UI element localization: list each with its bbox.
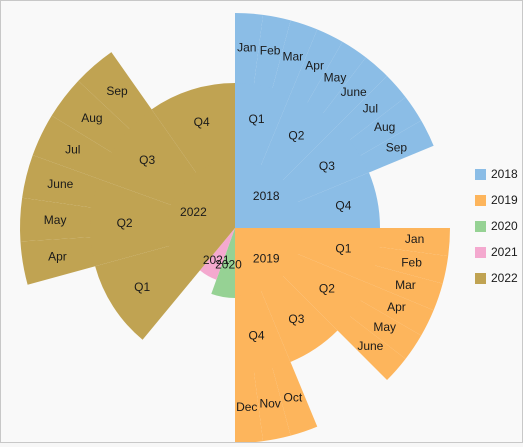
- legend-swatch-2022: [475, 273, 486, 284]
- month-slice-2022-Apr[interactable]: [20, 237, 96, 285]
- month-label-2019-Oct: Oct: [284, 391, 303, 405]
- quarter-label-2019-Q2: Q2: [319, 282, 335, 296]
- legend-swatch-2020: [475, 221, 486, 232]
- quarter-label-2019-Q3: Q3: [288, 312, 304, 326]
- month-slice-2022-Jul[interactable]: [32, 115, 112, 180]
- year-slice-2018[interactable]: [235, 160, 303, 228]
- month-label-2018-Apr: Apr: [305, 59, 324, 73]
- month-slice-2019-Oct[interactable]: [272, 361, 318, 436]
- year-slice-2019[interactable]: [235, 228, 303, 296]
- quarter-label-2019-Q4: Q4: [249, 329, 265, 343]
- legend-swatch-2021: [475, 247, 486, 258]
- month-slice-2018-June[interactable]: [322, 57, 388, 126]
- month-label-2022-Jul: Jul: [65, 142, 80, 156]
- legend-label-2018: 2018: [491, 167, 518, 181]
- month-label-2019-Apr: Apr: [387, 300, 406, 314]
- month-slice-2018-Mar[interactable]: [272, 20, 318, 95]
- legend-label-2019: 2019: [491, 193, 518, 207]
- quarter-slice-2019-Q3[interactable]: [260, 275, 338, 362]
- quarter-slice-2018-Q4[interactable]: [297, 172, 380, 228]
- month-slice-2019-Feb[interactable]: [374, 246, 449, 284]
- month-slice-2018-May[interactable]: [307, 41, 366, 114]
- month-slice-2019-Mar[interactable]: [368, 265, 443, 311]
- quarter-label-2018-Q3: Q3: [319, 159, 335, 173]
- month-label-2019-Jan: Jan: [405, 232, 424, 246]
- month-label-2018-Sep: Sep: [386, 141, 408, 155]
- quarter-slice-2018-Q3[interactable]: [282, 125, 369, 203]
- quarter-slice-2022-Q1[interactable]: [95, 245, 192, 340]
- chart-legend: 2018 2019 2020 2021 2022: [475, 167, 518, 285]
- month-slice-2022-Sep[interactable]: [78, 52, 152, 130]
- month-slice-2019-Apr[interactable]: [360, 283, 434, 336]
- month-label-2018-June: June: [341, 85, 367, 99]
- month-label-2022-June: June: [47, 177, 73, 191]
- month-label-2018-Feb: Feb: [260, 44, 281, 58]
- year-slice-2020[interactable]: [211, 228, 235, 298]
- legend-label-2020: 2020: [491, 219, 518, 233]
- quarter-label-2018-Q2: Q2: [288, 128, 304, 142]
- month-slice-2019-Nov[interactable]: [253, 367, 291, 442]
- year-slice-2021[interactable]: [199, 228, 235, 280]
- month-label-2022-May: May: [44, 213, 67, 227]
- year-label-2021: 2021: [203, 253, 230, 267]
- quarter-slice-2022-Q4[interactable]: [151, 83, 235, 173]
- month-label-2022-Aug: Aug: [81, 111, 102, 125]
- quarter-label-2018-Q4: Q4: [335, 199, 351, 213]
- year-label-2020: 2020: [215, 258, 242, 272]
- month-label-2018-Jul: Jul: [363, 101, 378, 115]
- quarter-slice-2022-Q2[interactable]: [89, 178, 172, 267]
- month-slice-2018-Jan[interactable]: [235, 13, 264, 85]
- month-label-2019-Mar: Mar: [395, 278, 416, 292]
- month-slice-2018-Jul[interactable]: [337, 75, 406, 141]
- month-label-2019-May: May: [373, 320, 396, 334]
- quarter-label-2019-Q1: Q1: [335, 242, 351, 256]
- year-label-2022: 2022: [180, 205, 207, 219]
- month-label-2018-Aug: Aug: [374, 120, 395, 134]
- month-slice-2018-Apr[interactable]: [290, 29, 343, 103]
- quarter-slice-2018-Q2[interactable]: [260, 94, 338, 181]
- quarter-slice-2019-Q2[interactable]: [282, 253, 369, 331]
- month-label-2019-Dec: Dec: [236, 400, 257, 414]
- month-slice-2019-Jan[interactable]: [378, 228, 450, 257]
- chart-wedges: [19, 13, 450, 443]
- quarter-slice-2022-Q3[interactable]: [98, 109, 197, 206]
- quarter-slice-2019-Q1[interactable]: [297, 228, 380, 284]
- month-slice-2019-May[interactable]: [349, 300, 422, 359]
- month-label-2018-Jan: Jan: [237, 41, 256, 55]
- month-label-2022-Apr: Apr: [48, 250, 67, 264]
- quarter-label-2018-Q1: Q1: [249, 112, 265, 126]
- quarter-label-2022-Q2: Q2: [117, 216, 133, 230]
- quarter-slice-2019-Q4[interactable]: [235, 290, 291, 373]
- legend-swatch-2018: [475, 169, 486, 180]
- month-slice-2019-Dec[interactable]: [235, 371, 264, 443]
- year-label-2018: 2018: [253, 189, 280, 203]
- month-label-2019-Nov: Nov: [259, 397, 280, 411]
- quarter-label-2022-Q4: Q4: [194, 115, 210, 129]
- month-label-2018-May: May: [324, 71, 347, 85]
- quarter-label-2022-Q1: Q1: [134, 280, 150, 294]
- month-slice-2019-June[interactable]: [337, 315, 406, 381]
- month-label-2022-Sep: Sep: [106, 84, 128, 98]
- year-label-2019: 2019: [253, 251, 280, 265]
- year-slice-2022[interactable]: [167, 160, 235, 281]
- month-slice-2018-Aug[interactable]: [349, 97, 422, 156]
- month-slice-2018-Feb[interactable]: [253, 14, 291, 89]
- month-slice-2022-Aug[interactable]: [51, 80, 130, 153]
- legend-swatch-2019: [475, 195, 486, 206]
- legend-label-2021: 2021: [491, 245, 518, 259]
- month-slice-2022-June[interactable]: [22, 155, 100, 208]
- quarter-slice-2018-Q1[interactable]: [235, 83, 291, 166]
- legend-label-2022: 2022: [491, 271, 518, 285]
- quarter-label-2022-Q3: Q3: [139, 153, 155, 167]
- month-slice-2022-May[interactable]: [19, 197, 92, 242]
- month-label-2018-Mar: Mar: [283, 50, 304, 64]
- month-label-2019-Feb: Feb: [401, 255, 422, 269]
- month-slice-2018-Sep[interactable]: [360, 120, 434, 173]
- month-label-2019-June: June: [357, 339, 383, 353]
